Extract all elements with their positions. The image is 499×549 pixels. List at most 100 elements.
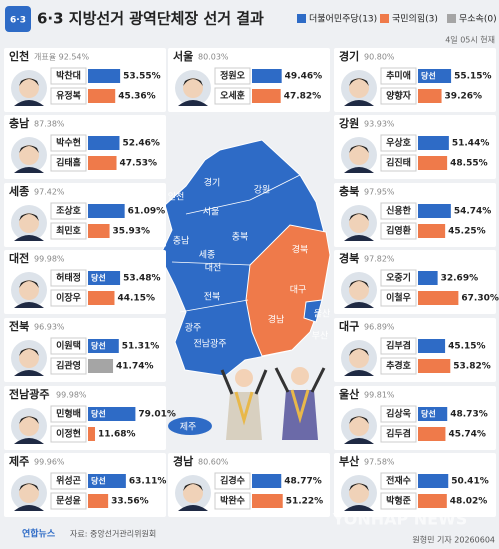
map-label: 충남 xyxy=(173,236,190,247)
legend: 더불어민주당(13) 국민의힘(3) 무소속(0) xyxy=(297,14,497,25)
name-box xyxy=(380,289,417,307)
vote-label: 35.93% xyxy=(113,227,151,237)
vote-bar xyxy=(418,224,446,238)
name-box xyxy=(214,472,251,490)
vote-bar xyxy=(88,407,136,421)
vote-label: 67.30% xyxy=(461,294,499,304)
photo-suit xyxy=(344,438,374,444)
map-label: 대구 xyxy=(290,285,307,296)
name-box xyxy=(50,202,87,220)
map-label: 강원 xyxy=(254,185,271,196)
photo-hair xyxy=(349,348,369,356)
candidate-name: 오세훈 xyxy=(220,90,245,102)
count-rate: 97.82% xyxy=(364,255,395,264)
region-panel: 강원 93.93% 우상호 51.44% 김진태 48.55% xyxy=(334,115,496,179)
region-name: 제주 xyxy=(9,454,29,468)
candidate-name: 박수현 xyxy=(56,137,81,149)
map-label: 대전 xyxy=(205,263,222,274)
legend-swatch xyxy=(447,14,456,23)
vote-bar xyxy=(418,494,447,508)
photo-face xyxy=(349,78,369,98)
candidate-name: 김부겸 xyxy=(386,340,411,352)
vote-bar xyxy=(418,359,451,373)
vote-bar xyxy=(88,494,109,508)
name-box xyxy=(380,425,417,443)
region-panel: 전남광주 99.98% 민형배 당선 79.01% 이정현 11.68% xyxy=(4,386,176,450)
name-box xyxy=(380,472,417,490)
vote-bar xyxy=(252,89,281,103)
vote-label: 52.46% xyxy=(122,139,160,149)
map-label: 서울 xyxy=(203,207,220,218)
photo-hair xyxy=(349,483,369,491)
region-panel: 대구 96.89% 김부겸 45.15% 추경호 53.82% xyxy=(334,318,496,382)
legend-swatch xyxy=(380,14,389,23)
vote-bar xyxy=(88,89,116,103)
title: 6·3 지방선거 광역단체장 선거 결과 xyxy=(37,10,264,28)
candidate-name: 이원택 xyxy=(56,340,81,352)
map-label: 경북 xyxy=(292,244,309,256)
region-name: 부산 xyxy=(339,454,359,468)
count-rate: 80.60% xyxy=(198,458,229,467)
timestamp: 4일 05시 현재 xyxy=(445,36,495,45)
photo-hair xyxy=(19,78,39,86)
map-label: 충북 xyxy=(232,232,249,243)
photo-hair xyxy=(19,483,39,491)
elected-badge: 당선 xyxy=(91,476,106,486)
region-name: 울산 xyxy=(339,387,359,401)
vote-bar xyxy=(418,271,438,285)
candidate-name: 전재수 xyxy=(386,475,411,487)
region-panel: 인천 개표율 92.54% 박찬대 53.55% 유정복 45.36% xyxy=(4,48,166,112)
legend-label: 더불어민주당(13) xyxy=(309,14,377,25)
vote-label: 47.82% xyxy=(284,92,322,102)
map-label: 울산 xyxy=(314,309,331,320)
photo-face xyxy=(183,483,203,503)
logo-box xyxy=(5,6,31,32)
count-rate: 97.42% xyxy=(34,188,65,197)
candidate-name: 조상호 xyxy=(56,205,82,217)
name-box xyxy=(214,87,251,105)
count-rate: 96.93% xyxy=(34,323,65,332)
candidate-name: 정원오 xyxy=(220,70,246,82)
vote-bar xyxy=(88,69,121,83)
legend-label: 무소속(0) xyxy=(459,14,497,25)
photo-suit xyxy=(14,505,44,511)
vote-label: 44.15% xyxy=(117,294,154,304)
vote-bar xyxy=(88,271,121,285)
candidate-name: 추경호 xyxy=(386,360,412,372)
name-box xyxy=(380,492,417,510)
vote-label: 53.82% xyxy=(453,362,491,372)
count-rate: 80.03% xyxy=(198,53,229,62)
vote-label: 45.74% xyxy=(448,430,486,440)
photo-hair xyxy=(349,416,369,424)
candidate-name: 신용한 xyxy=(386,205,412,217)
region-panel: 제주 99.96% 위성곤 당선 63.11% 문성윤 33.56% xyxy=(4,453,166,517)
photo-suit xyxy=(344,235,374,241)
map-border xyxy=(171,261,251,266)
photo-suit xyxy=(14,302,44,308)
vote-label: 53.48% xyxy=(123,274,161,284)
photo-suit xyxy=(178,505,208,511)
map-label: 부산 xyxy=(312,331,329,342)
region-name: 경북 xyxy=(339,251,359,265)
vote-bar xyxy=(252,494,283,508)
name-box xyxy=(380,134,417,152)
count-rate: 99.96% xyxy=(34,458,65,467)
candidate-name: 허태정 xyxy=(56,272,81,284)
regions: 인천 개표율 92.54% 박찬대 53.55% 유정복 45.36% 충남 87.38% 박수… xyxy=(4,48,499,517)
photo-hair xyxy=(349,280,369,288)
photo-face xyxy=(19,483,39,503)
vote-label: 61.09% xyxy=(128,207,165,217)
vote-label: 63.11% xyxy=(129,477,167,487)
candidate-name: 이철우 xyxy=(386,292,411,304)
map-ppp-area xyxy=(245,224,331,357)
map-label: 제주 xyxy=(180,422,197,433)
count-rate: 개표율 92.54% xyxy=(34,52,90,62)
name-box xyxy=(380,222,417,240)
vote-bar xyxy=(88,136,120,150)
name-box xyxy=(380,337,417,355)
photo-hair xyxy=(19,348,39,356)
candidate-name: 김관영 xyxy=(56,360,81,372)
candidate-name: 민형배 xyxy=(56,408,81,420)
photo-suit xyxy=(178,100,208,106)
